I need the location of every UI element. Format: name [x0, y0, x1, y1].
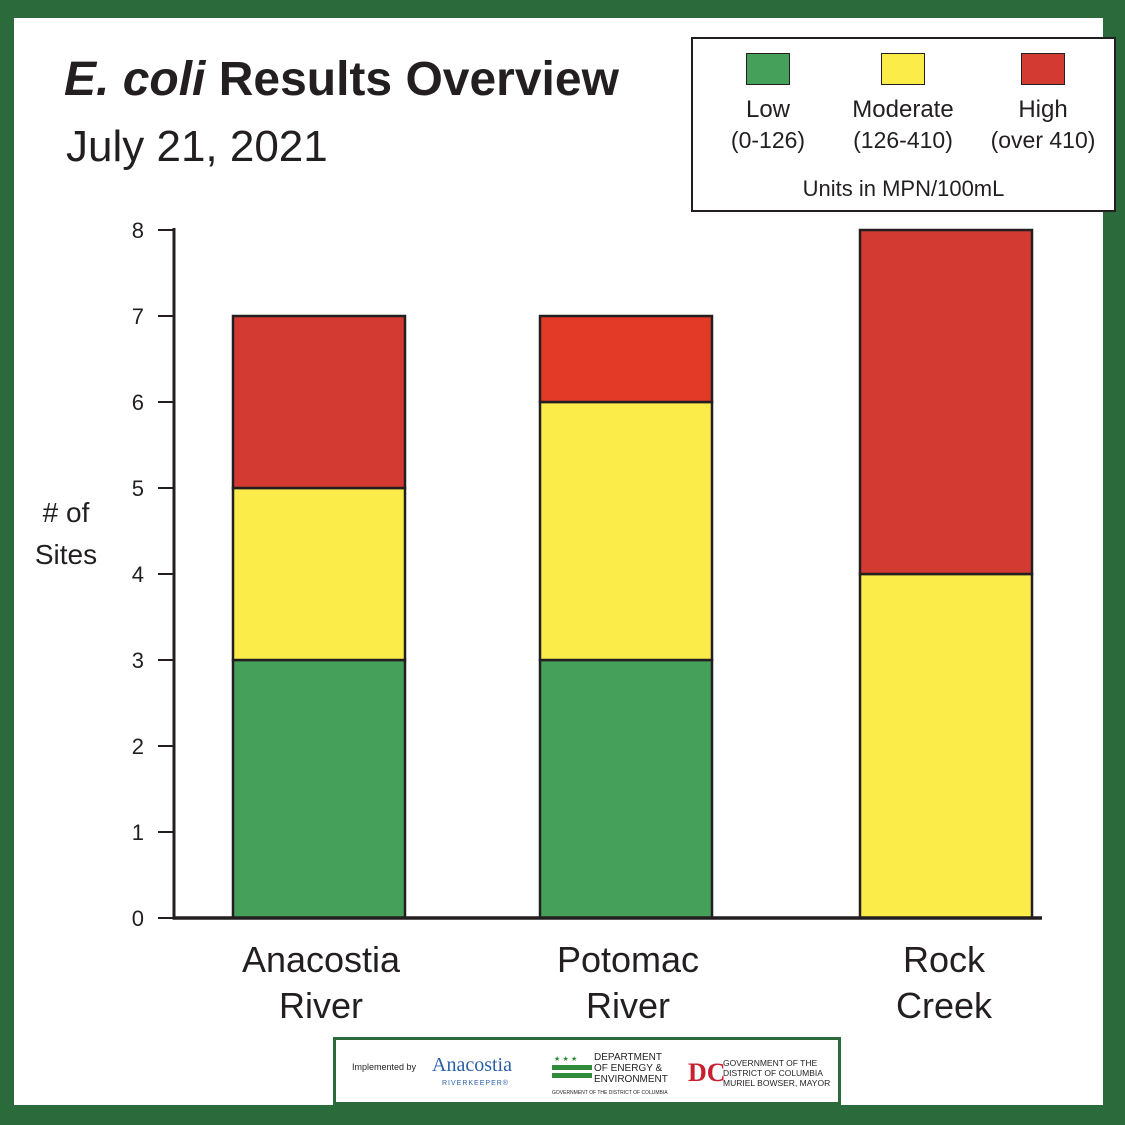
legend-item-moderate: Moderate (126-410) — [828, 53, 978, 155]
footer-government-text: GOVERNMENT OF THE DISTRICT OF COLUMBIA M… — [723, 1058, 830, 1088]
legend-units: Units in MPN/100mL — [802, 176, 1005, 201]
chart-subtitle: July 21, 2021 — [66, 122, 328, 171]
bar-segment-moderate-2 — [538, 400, 714, 662]
footer-anacostia-logo-text: Anacostia — [432, 1054, 512, 1076]
y-tick-label-0: 0 — [132, 906, 144, 931]
legend-swatch-low — [746, 53, 790, 85]
bar-segment-moderate-1 — [231, 486, 407, 662]
bar-segment-low-1 — [231, 658, 407, 920]
y-tick-label-6: 6 — [132, 390, 144, 415]
legend-item-high: High (over 410) — [968, 53, 1118, 155]
title-italic: E. coli — [64, 53, 206, 106]
y-tick-label-2: 2 — [132, 734, 144, 759]
x-category-label-1-line1: Anacostia — [242, 939, 401, 980]
sponsor-footer: Implemented by Anacostia RIVERKEEPER® ★ … — [333, 1037, 841, 1105]
footer-implemented-by: Implemented by — [352, 1062, 417, 1072]
y-tick-label-7: 7 — [132, 304, 144, 329]
legend-swatch-moderate — [881, 53, 925, 85]
doee-line1: DEPARTMENT — [594, 1052, 662, 1063]
bar-segment-high-3 — [858, 228, 1034, 576]
doee-flag-icon: ★ ★ ★ — [552, 1055, 592, 1078]
doee-line2: OF ENERGY & — [594, 1063, 663, 1074]
footer-doee-text: DEPARTMENT OF ENERGY & ENVIRONMENT — [594, 1052, 668, 1085]
dc-logo-text: DC — [688, 1058, 726, 1087]
y-tick-label-5: 5 — [132, 476, 144, 501]
legend-label-moderate: Moderate — [852, 96, 954, 123]
svg-text:★ ★ ★: ★ ★ ★ — [554, 1055, 577, 1063]
x-category-label-2-line1: Potomac — [557, 939, 699, 980]
y-tick-label-8: 8 — [132, 218, 144, 243]
doee-line3: ENVIRONMENT — [594, 1074, 668, 1085]
legend-range-high: (over 410) — [990, 127, 1096, 153]
x-category-label-2-line2: River — [586, 985, 670, 1026]
y-tick-label-3: 3 — [132, 648, 144, 673]
legend-range-moderate: (126-410) — [853, 127, 953, 153]
bar-segment-high-2 — [538, 314, 714, 404]
legend-swatch-high — [1021, 53, 1065, 85]
legend-label-low: Low — [745, 96, 791, 123]
y-tick-label-1: 1 — [132, 820, 144, 845]
legend-label-high: High — [1018, 96, 1068, 123]
gov-line1: GOVERNMENT OF THE — [723, 1058, 818, 1068]
legend: Low (0-126) Moderate (126-410) High (ove… — [691, 37, 1116, 212]
x-category-label-3-line1: Rock — [903, 939, 986, 980]
chart-title: E. coli Results Overview — [64, 52, 619, 107]
doee-subtitle: GOVERNMENT OF THE DISTRICT OF COLUMBIA — [552, 1090, 668, 1096]
bar-segment-high-1 — [231, 314, 407, 490]
bar-segment-moderate-3 — [858, 572, 1034, 920]
legend-item-low: Low (0-126) — [693, 53, 843, 155]
y-axis-label-line2: Sites — [34, 539, 98, 570]
y-axis-label: # of Sites — [26, 492, 106, 576]
gov-line3: MURIEL BOWSER, MAYOR — [723, 1078, 831, 1088]
y-tick-label-4: 4 — [132, 562, 144, 587]
bar-segment-low-2 — [538, 658, 714, 920]
x-category-label-1-line2: River — [279, 985, 363, 1026]
footer-riverkeeper-text: RIVERKEEPER® — [442, 1080, 509, 1087]
y-axis-label-line1: # of — [42, 497, 90, 528]
legend-range-low: (0-126) — [730, 127, 806, 153]
x-category-label-3-line2: Creek — [896, 985, 993, 1026]
gov-line2: DISTRICT OF COLUMBIA — [723, 1068, 823, 1078]
title-rest: Results Overview — [205, 53, 619, 106]
